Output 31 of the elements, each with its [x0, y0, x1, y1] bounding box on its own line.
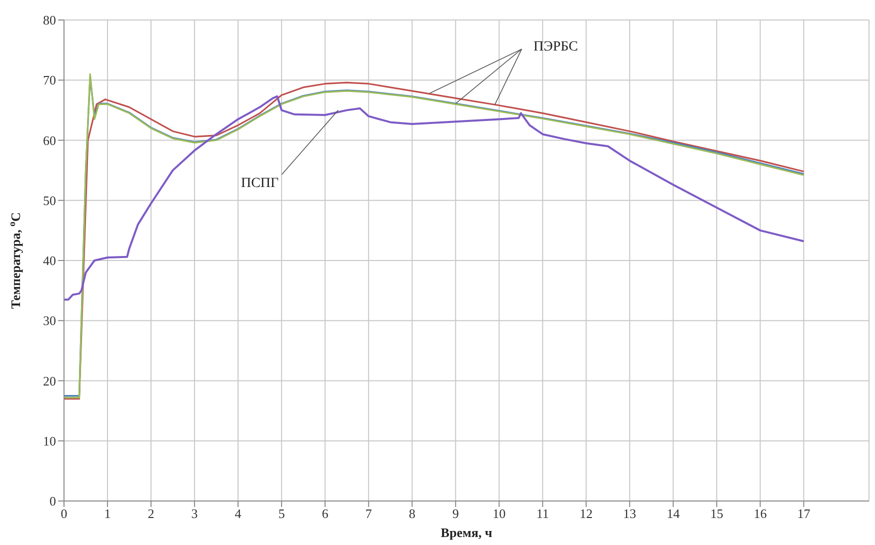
x-tick-label: 2 [148, 506, 154, 522]
y-tick-label: 10 [43, 433, 56, 448]
x-tick-label: 5 [278, 506, 285, 522]
y-tick-label: 50 [43, 192, 56, 208]
x-tick-label: 10 [492, 506, 506, 522]
x-tick-label: 16 [754, 506, 768, 522]
y-tick-label: 0 [50, 494, 56, 509]
x-tick-label: 3 [191, 506, 198, 522]
line-series [64, 95, 805, 301]
x-tick-label: 6 [322, 506, 329, 522]
x-axis-title: Время, ч [440, 525, 492, 540]
x-tick-label: 9 [452, 506, 459, 522]
y-tick-label: 60 [43, 132, 56, 148]
x-tick-label: 12 [580, 506, 593, 522]
x-tick-label: 8 [408, 506, 416, 522]
y-tick-label: 70 [43, 72, 56, 88]
annotation: ПЭРБС [533, 39, 578, 54]
x-tick-label: 13 [623, 506, 636, 522]
x-tick-label: 14 [666, 506, 680, 522]
y-tick-label: 80 [43, 12, 56, 28]
x-tick-label: 7 [365, 506, 372, 522]
y-tick-label: 20 [43, 373, 56, 388]
x-tick-label: 4 [234, 506, 242, 522]
x-tick-label: 17 [797, 506, 811, 522]
x-tick-label: 11 [536, 506, 549, 522]
x-tick-label: 1 [104, 506, 111, 522]
y-tick-label: 40 [43, 253, 56, 268]
x-tick-label: 0 [60, 506, 68, 522]
y-tick-label: 30 [43, 313, 56, 328]
x-tick-label: 15 [710, 506, 724, 522]
annotation: ПСПГ [240, 176, 279, 191]
